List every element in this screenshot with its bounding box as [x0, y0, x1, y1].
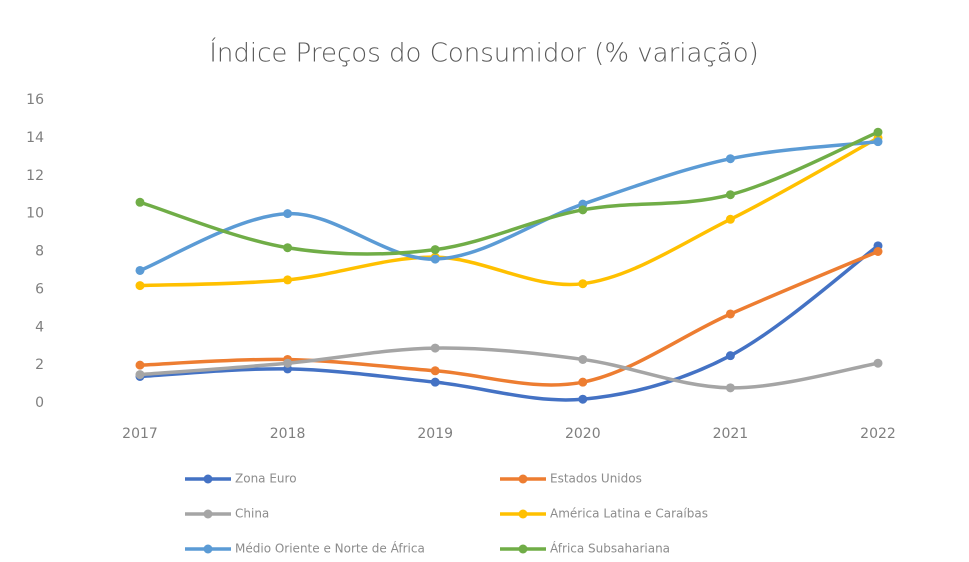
point: [135, 360, 145, 370]
point: [135, 281, 145, 291]
y-tick-label: 12: [26, 168, 44, 184]
point: [283, 243, 293, 253]
legend-marker: [518, 509, 528, 519]
point: [430, 254, 440, 264]
point: [283, 358, 293, 368]
legend-label: Médio Oriente e Norte de África: [235, 541, 425, 556]
point: [578, 394, 588, 404]
legend-label: América Latina e Caraíbas: [550, 507, 708, 521]
series-line: [138, 249, 880, 387]
x-tick-label: 2021: [713, 426, 749, 442]
point: [578, 279, 588, 289]
point: [873, 127, 883, 137]
point: [873, 137, 883, 147]
point: [430, 245, 440, 255]
chart-title: Índice Preços do Consumidor (% variação): [209, 37, 759, 69]
x-tick-label: 2022: [860, 426, 896, 442]
y-tick-label: 16: [26, 92, 44, 108]
y-tick-label: 0: [35, 395, 44, 411]
point: [873, 247, 883, 256]
legend-marker: [203, 509, 213, 519]
point: [725, 309, 735, 319]
series-line: [138, 244, 880, 402]
y-tick-label: 2: [35, 357, 44, 373]
point: [578, 354, 588, 364]
legend-marker: [518, 544, 528, 554]
series-line: [138, 130, 880, 256]
point: [135, 265, 145, 275]
point: [430, 366, 440, 376]
point: [725, 214, 735, 224]
point: [430, 377, 440, 387]
legend-label: Zona Euro: [235, 472, 297, 486]
series-line: [138, 136, 880, 288]
point: [725, 383, 735, 393]
y-tick-label: 4: [35, 319, 44, 335]
point: [873, 358, 883, 368]
series-line: [138, 139, 880, 273]
x-tick-label: 2018: [270, 426, 306, 442]
x-tick-label: 2020: [565, 426, 601, 442]
point: [578, 377, 588, 387]
legend-label: China: [235, 507, 269, 521]
point: [430, 343, 440, 353]
legend-marker: [203, 544, 213, 554]
legend-label: África Subsahariana: [550, 541, 670, 556]
point: [135, 197, 145, 207]
point: [725, 351, 735, 361]
point: [578, 205, 588, 215]
legend-label: Estados Unidos: [550, 472, 642, 486]
y-tick-label: 10: [26, 206, 44, 222]
point: [283, 275, 293, 285]
series-line: [138, 346, 880, 390]
x-tick-label: 2017: [122, 426, 158, 442]
y-tick-label: 14: [26, 130, 44, 146]
y-tick-label: 6: [35, 281, 44, 297]
y-tick-label: 8: [35, 244, 44, 260]
x-tick-label: 2019: [417, 426, 453, 442]
legend-marker: [203, 474, 213, 484]
point: [725, 154, 735, 164]
legend-marker: [518, 474, 528, 484]
point: [283, 209, 293, 219]
point: [135, 370, 145, 380]
point: [725, 190, 735, 200]
